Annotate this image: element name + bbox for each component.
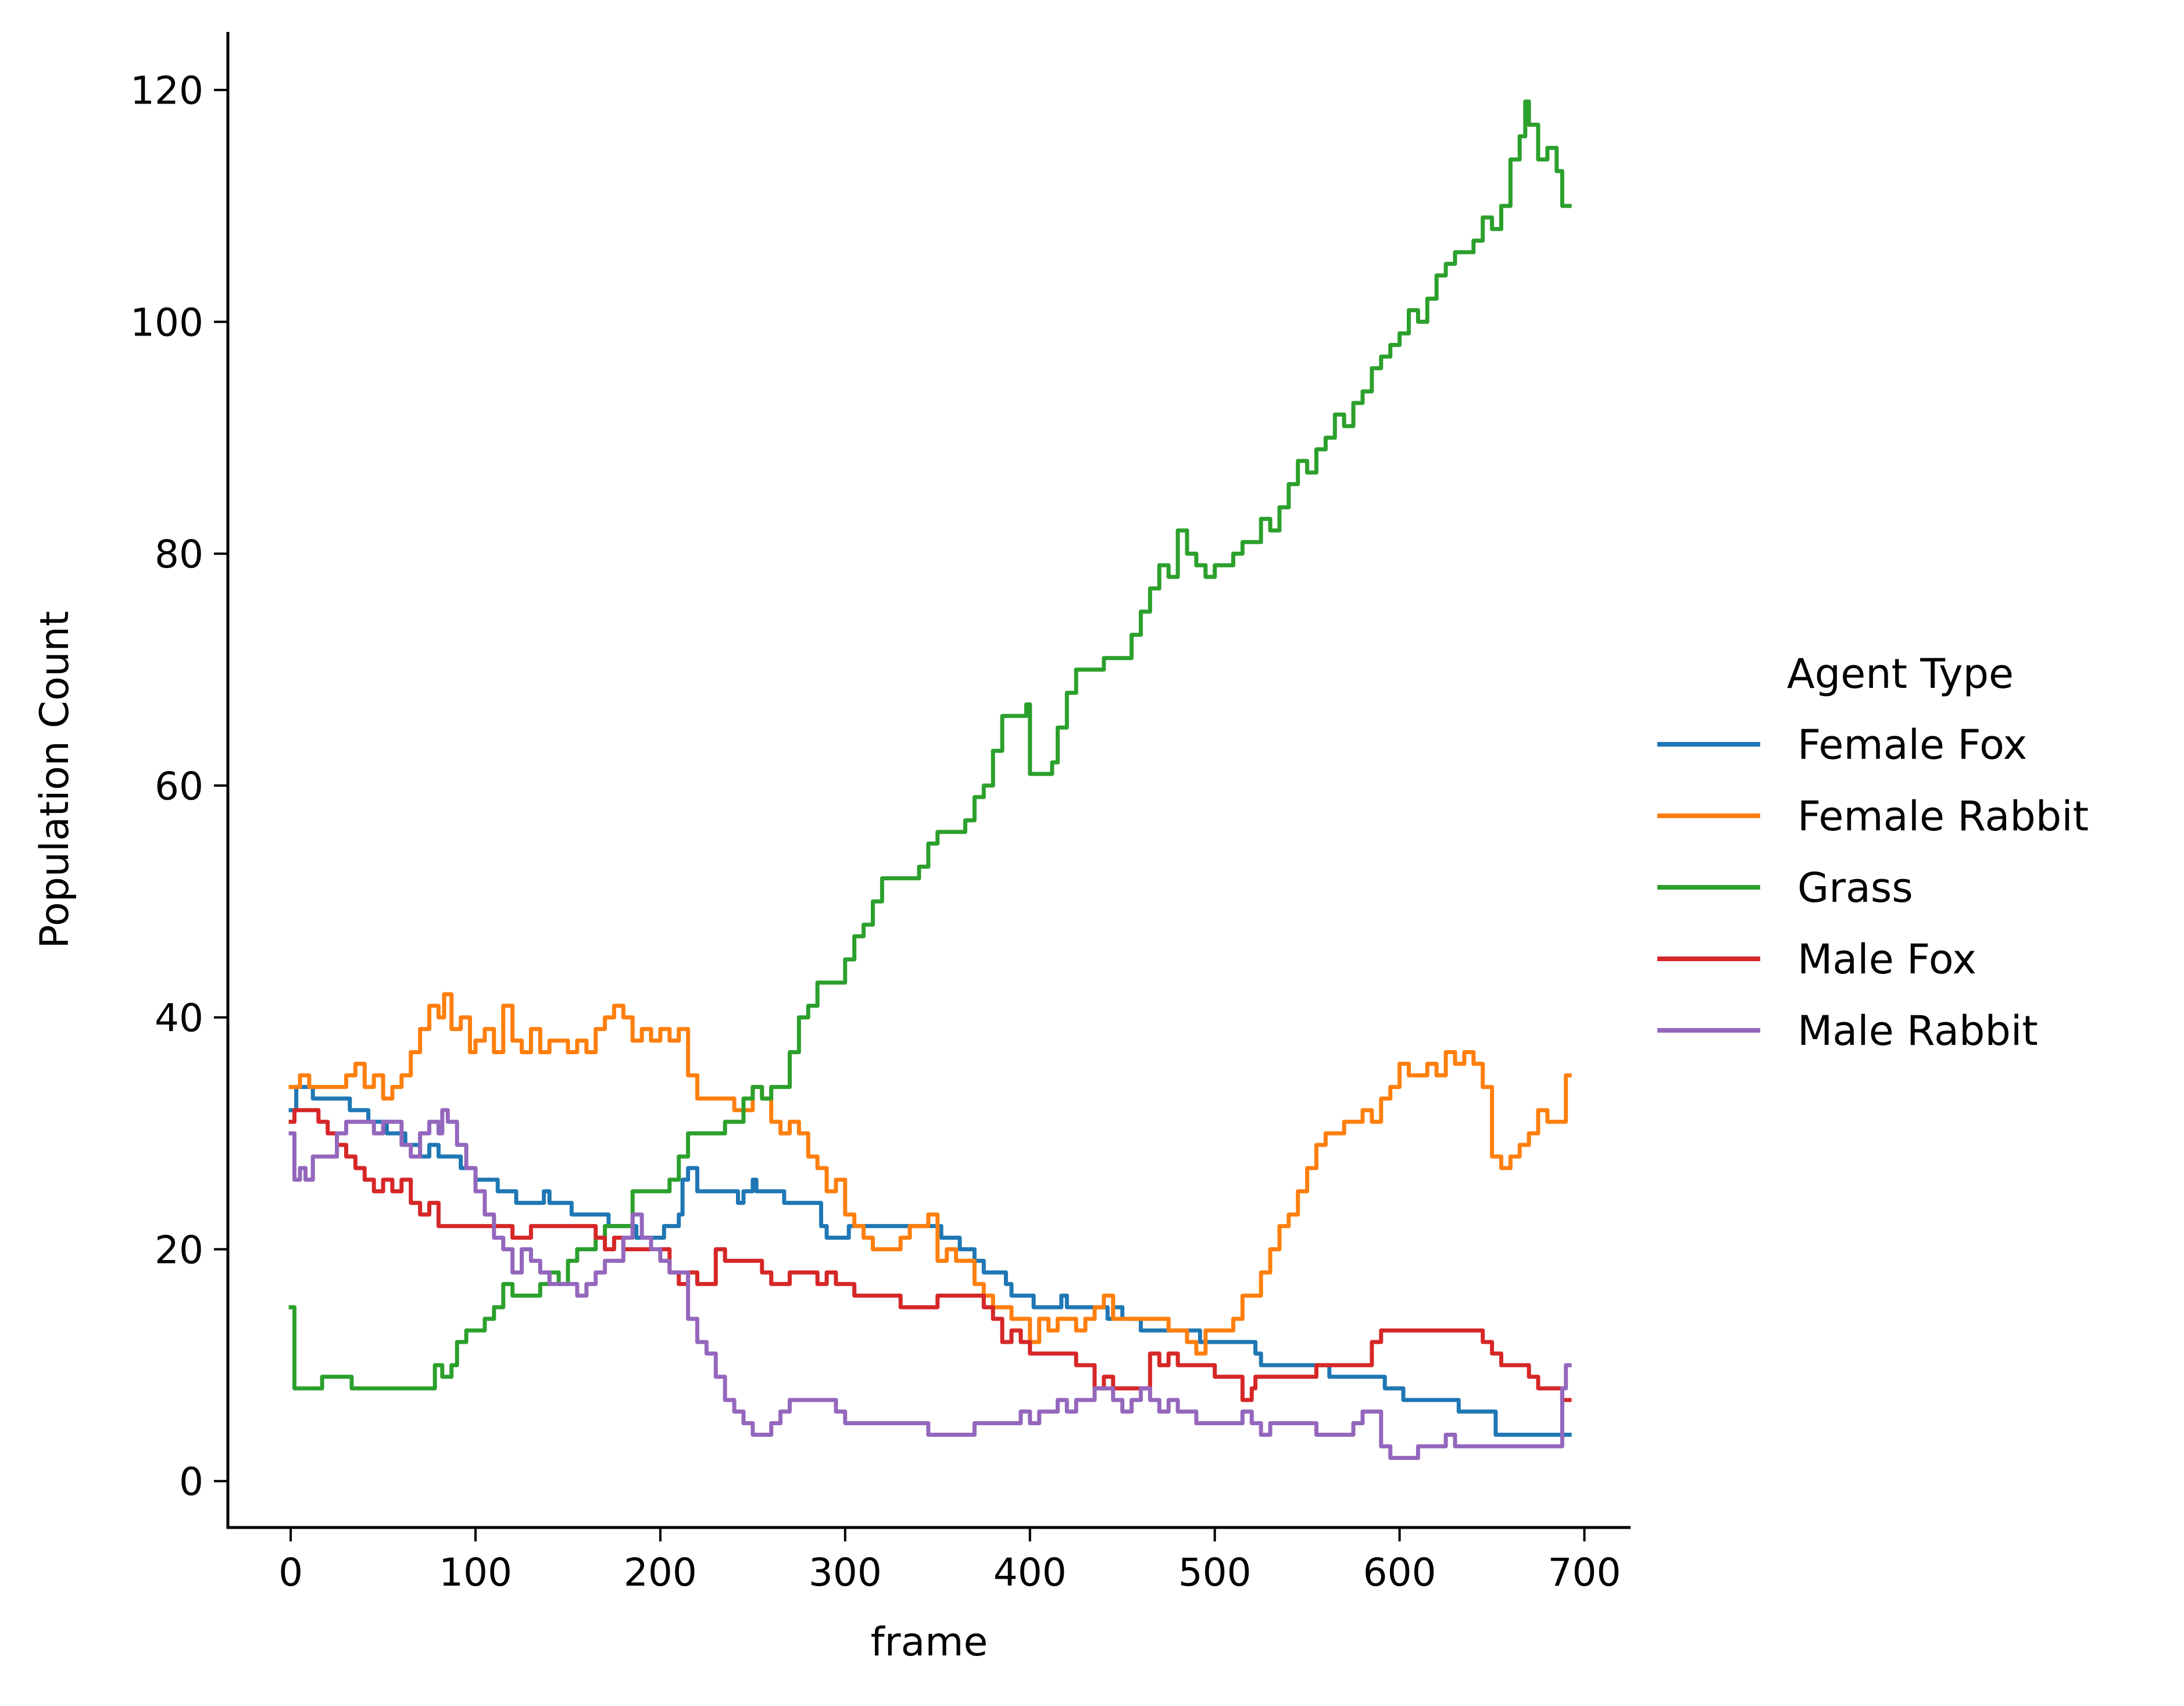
y-tick-label: 80 (155, 532, 203, 577)
y-tick-label: 60 (155, 764, 203, 809)
x-tick-label: 700 (1548, 1550, 1621, 1595)
legend-label-female-rabbit: Female Rabbit (1797, 793, 2089, 840)
y-tick-label: 20 (155, 1227, 203, 1272)
x-tick-label: 100 (439, 1550, 512, 1595)
x-tick-label: 400 (993, 1550, 1067, 1595)
y-tick-label: 0 (179, 1459, 203, 1504)
x-tick-label: 600 (1363, 1550, 1436, 1595)
y-axis-label: Population Count (32, 611, 78, 949)
x-tick-label: 500 (1178, 1550, 1252, 1595)
series-line-male-rabbit (288, 1108, 1572, 1460)
legend: Agent Type Female Fox Female Rabbit Grass M… (1657, 650, 2089, 1055)
x-tick-label: 300 (809, 1550, 882, 1595)
series-line-male-fox (288, 1108, 1572, 1402)
y-tick-label: 100 (130, 300, 203, 345)
x-axis-label: frame (871, 1619, 988, 1665)
ticks-layer: 0 100 200 300 400 500 600 700 0 20 40 60 80 100 120 (130, 69, 1621, 1595)
legend-label-grass: Grass (1797, 864, 1913, 912)
x-tick-label: 200 (624, 1550, 697, 1595)
series-layer (288, 99, 1572, 1460)
legend-items: Female Fox Female Rabbit Grass Male Fox Male… (1657, 721, 2089, 1055)
y-tick-label: 40 (155, 996, 203, 1041)
axes-layer (226, 32, 1631, 1529)
y-tick-label: 120 (130, 69, 203, 113)
legend-label-male-fox: Male Fox (1797, 936, 1976, 983)
series-line-female-rabbit (288, 992, 1572, 1356)
legend-label-male-rabbit: Male Rabbit (1797, 1007, 2038, 1055)
series-line-female-fox (288, 1084, 1572, 1437)
legend-title: Agent Type (1787, 650, 2014, 698)
x-tick-label: 0 (278, 1550, 303, 1595)
legend-label-female-fox: Female Fox (1797, 721, 2027, 769)
